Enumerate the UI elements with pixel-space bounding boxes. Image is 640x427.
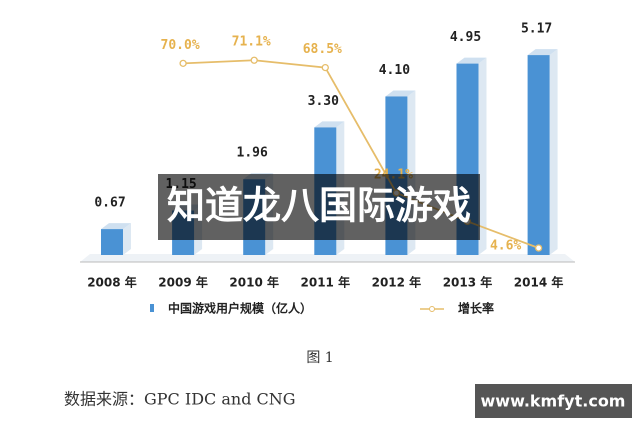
overlay-band (158, 174, 480, 240)
caption: 图 1 (306, 350, 333, 366)
source: 数据来源：GPC IDC and CNG (64, 390, 296, 409)
x-tick-label: 2013 年 (443, 275, 493, 290)
data-label: 0.67 (94, 196, 125, 211)
data-label: 1.96 (237, 146, 268, 161)
line-point (534, 244, 543, 252)
bar-shadow (478, 57, 487, 255)
data-label: 4.6% (490, 239, 521, 254)
x-tick-label: 2010 年 (229, 275, 279, 290)
x-tick-label: 2014 年 (514, 275, 564, 290)
data-label: 70.0% (161, 38, 200, 53)
watermark-box (475, 384, 632, 418)
legend-label: 中国游戏用户规模（亿人） (168, 301, 312, 316)
bar-top (101, 223, 131, 230)
line-point (179, 59, 187, 68)
line-point (321, 63, 329, 72)
legend-swatch (150, 304, 154, 312)
data-label: 3.30 (308, 94, 339, 109)
data-label: 4.95 (450, 30, 481, 45)
overlay-text: 知道龙八国际游戏 (167, 184, 471, 228)
bar-top (527, 49, 558, 56)
watermark: www.kmfyt.com (481, 392, 626, 411)
data-label: 68.5% (303, 42, 342, 57)
bar-top (385, 90, 416, 97)
bar-shadow (123, 223, 131, 255)
legend-swatch (429, 306, 435, 312)
data-label: 4.10 (379, 63, 410, 78)
data-label: 5.17 (521, 22, 552, 37)
bar (101, 229, 123, 255)
x-tick-label: 2011 年 (301, 275, 351, 290)
bar (527, 55, 550, 255)
x-tick-label: 2012 年 (372, 275, 422, 290)
bar-top (456, 57, 487, 64)
bar-top (314, 121, 345, 128)
line-point (250, 56, 258, 64)
floor (80, 254, 575, 262)
x-tick-label: 2009 年 (158, 275, 208, 290)
legend-label: 增长率 (458, 301, 494, 316)
data-label: 71.1% (232, 35, 271, 50)
bar-shadow (549, 49, 558, 255)
x-tick-label: 2008 年 (87, 275, 137, 290)
